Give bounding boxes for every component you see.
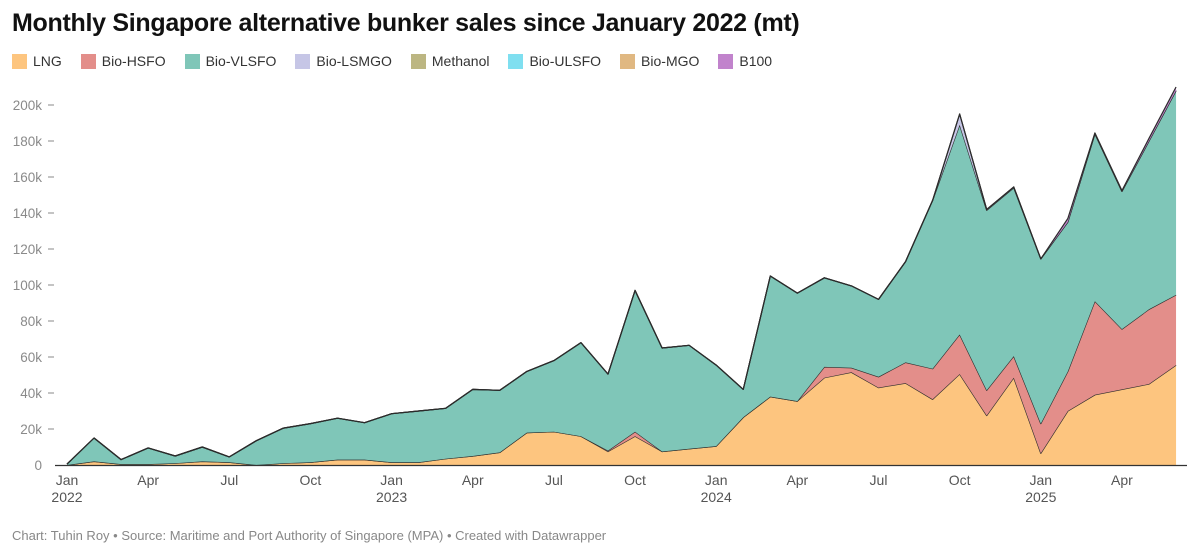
- y-tick-label: 100k: [13, 278, 43, 293]
- legend-swatch: [620, 53, 636, 69]
- x-tick-label: Jan: [380, 472, 403, 488]
- x-tick-label: Jan: [705, 472, 728, 488]
- y-tick-label: 60k: [20, 350, 42, 365]
- x-tick-label: Jul: [220, 472, 238, 488]
- legend-swatch: [508, 53, 524, 69]
- x-tick-year: 2023: [376, 489, 407, 505]
- x-tick-label: Oct: [949, 472, 971, 488]
- legend-label: Bio-MGO: [641, 53, 700, 69]
- legend-item-bio-lsmgo: Bio-LSMGO: [295, 53, 392, 69]
- legend-item-b100: B100: [718, 53, 772, 69]
- x-tick-year: 2025: [1025, 489, 1056, 505]
- legend-swatch: [295, 53, 311, 69]
- legend-swatch: [184, 53, 200, 69]
- x-tick-label: Oct: [624, 472, 646, 488]
- x-tick-label: Jan: [1030, 472, 1053, 488]
- x-tick-year: 2024: [701, 489, 732, 505]
- legend-label: Bio-ULSFO: [529, 53, 602, 69]
- x-tick-label: Apr: [137, 472, 159, 488]
- chart-footer: Chart: Tuhin Roy • Source: Maritime and …: [12, 528, 607, 543]
- legend-item-bio-ulsfo: Bio-ULSFO: [508, 53, 601, 69]
- x-tick-year: 2022: [51, 489, 82, 505]
- legend-swatch: [12, 53, 27, 69]
- legend-item-bio-vlsfo: Bio-VLSFO: [184, 53, 277, 69]
- legend-swatch: [80, 53, 96, 69]
- legend: LNG Bio-HSFO Bio-VLSFO Bio-LSMGO Methanol Bio…: [12, 53, 791, 69]
- y-tick-label: 140k: [13, 206, 43, 221]
- chart-title: Monthly Singapore alternative bunker sal…: [12, 9, 800, 37]
- x-tick-label: Jul: [545, 472, 563, 488]
- line-b100: [66, 86, 1177, 465]
- x-tick-label: Oct: [300, 472, 322, 488]
- legend-swatch: [410, 53, 426, 69]
- y-tick-label: 20k: [20, 422, 42, 437]
- legend-label: Bio-VLSFO: [205, 53, 277, 69]
- legend-label: Bio-HSFO: [101, 53, 166, 69]
- y-tick-label: 80k: [20, 314, 42, 329]
- legend-item-bio-hsfo: Bio-HSFO: [80, 53, 166, 69]
- y-tick-label: 120k: [13, 242, 43, 257]
- x-tick-label: Jul: [870, 472, 888, 488]
- legend-label: LNG: [33, 53, 62, 69]
- x-tick-label: Jan: [56, 472, 79, 488]
- x-tick-label: Apr: [1111, 472, 1133, 488]
- y-tick-label: 160k: [13, 170, 43, 185]
- legend-item-lng: LNG: [12, 53, 62, 69]
- area-lng: [67, 365, 1177, 465]
- y-tick-label: 40k: [20, 386, 42, 401]
- legend-swatch: [718, 53, 734, 69]
- y-tick-label: 200k: [13, 98, 43, 113]
- legend-item-methanol: Methanol: [410, 53, 490, 69]
- legend-label: B100: [739, 53, 773, 69]
- x-tick-label: Apr: [786, 472, 808, 488]
- area-bio-vlsfo: [67, 90, 1177, 465]
- legend-label: Methanol: [431, 53, 490, 69]
- x-tick-label: Apr: [462, 472, 484, 488]
- y-tick-label: 180k: [13, 134, 43, 149]
- legend-label: Bio-LSMGO: [316, 53, 392, 69]
- y-tick-label: 0: [34, 458, 42, 473]
- legend-item-bio-mgo: Bio-MGO: [620, 53, 699, 69]
